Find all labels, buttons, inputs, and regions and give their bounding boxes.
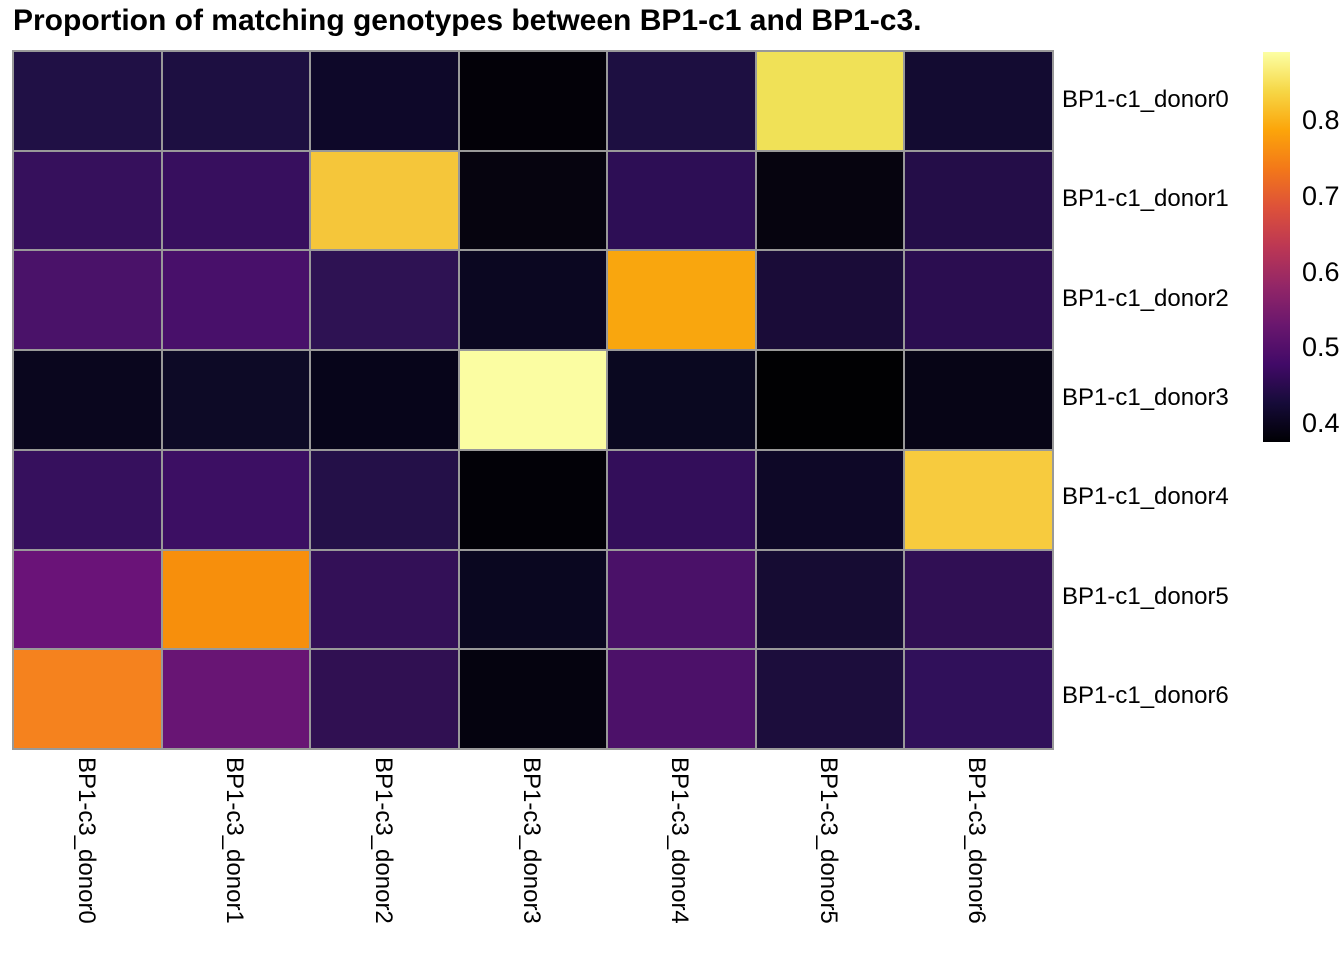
- row-axis-label: BP1-c1_donor4: [1062, 483, 1229, 511]
- heatmap-cell: [162, 351, 310, 449]
- heatmap-cell: [459, 52, 607, 150]
- heatmap-cell: [459, 151, 607, 250]
- heatmap-cell: [14, 151, 161, 250]
- colorbar-tick-label: 0.7: [1302, 180, 1340, 211]
- heatmap-cell: [311, 251, 458, 350]
- heatmap-cell: [905, 450, 1052, 549]
- heatmap-cell: [459, 450, 607, 549]
- heatmap-cell: [459, 650, 607, 748]
- col-axis-label: BP1-c3_donor3: [518, 757, 545, 924]
- heatmap-cell: [311, 52, 458, 150]
- heatmap-cell: [459, 550, 607, 649]
- colorbar-tick-label: 0.5: [1302, 332, 1340, 363]
- colorbar-tick-label: 0.8: [1302, 105, 1340, 136]
- heatmap-cell: [756, 450, 904, 549]
- heatmap-cell: [459, 351, 607, 449]
- heatmap-cell: [608, 650, 755, 748]
- heatmap-cell: [14, 351, 161, 449]
- heatmap-cell: [905, 52, 1052, 150]
- heatmap-cell: [162, 650, 310, 748]
- heatmap-cell: [311, 550, 458, 649]
- colorbar-tick-label: 0.4: [1302, 408, 1340, 439]
- heatmap-cell: [905, 251, 1052, 350]
- heatmap-cell: [608, 52, 755, 150]
- heatmap-cell: [608, 450, 755, 549]
- col-axis-label: BP1-c3_donor1: [221, 757, 249, 924]
- heatmap-cell: [162, 151, 310, 250]
- col-axis-label: BP1-c3_donor6: [962, 757, 990, 924]
- heatmap-cell: [905, 550, 1052, 649]
- col-axis-label: BP1-c3_donor0: [73, 757, 101, 924]
- row-axis-label: BP1-c1_donor0: [1062, 85, 1229, 113]
- heatmap-cell: [756, 151, 904, 250]
- colorbar-gradient: [1263, 52, 1290, 442]
- heatmap-cell: [162, 450, 310, 549]
- row-axis-label: BP1-c1_donor1: [1062, 185, 1229, 213]
- heatmap-cell: [14, 550, 161, 649]
- heatmap-cell: [14, 52, 161, 150]
- heatmap-cell: [162, 550, 310, 649]
- col-axis-label: BP1-c3_donor4: [666, 757, 694, 924]
- row-axis-label: BP1-c1_donor6: [1062, 682, 1229, 710]
- heatmap-cell: [14, 251, 161, 350]
- heatmap-cell: [608, 251, 755, 350]
- row-axis-label: BP1-c1_donor2: [1062, 284, 1229, 312]
- heatmap-cell: [905, 650, 1052, 748]
- heatmap-cell: [905, 351, 1052, 449]
- heatmap-grid: [12, 50, 1054, 750]
- heatmap-cell: [608, 550, 755, 649]
- heatmap-cell: [14, 450, 161, 549]
- colorbar-tick-label: 0.6: [1302, 256, 1340, 287]
- heatmap-cell: [311, 351, 458, 449]
- heatmap-cell: [756, 351, 904, 449]
- heatmap-cell: [905, 151, 1052, 250]
- chart-title: Proportion of matching genotypes between…: [13, 4, 922, 37]
- col-axis-label: BP1-c3_donor2: [369, 757, 397, 924]
- row-axis-label: BP1-c1_donor3: [1062, 384, 1229, 411]
- heatmap-cell: [311, 151, 458, 250]
- heatmap-cell: [608, 351, 755, 449]
- heatmap-cell: [756, 52, 904, 150]
- heatmap-cell: [756, 251, 904, 350]
- row-axis-label: BP1-c1_donor5: [1062, 582, 1229, 610]
- heatmap-cell: [311, 650, 458, 748]
- heatmap-cell: [162, 251, 310, 350]
- heatmap-cell: [14, 650, 161, 748]
- heatmap-cell: [311, 450, 458, 549]
- heatmap-cell: [756, 550, 904, 649]
- col-axis-label: BP1-c3_donor5: [814, 757, 842, 924]
- heatmap-cell: [459, 251, 607, 350]
- heatmap-cell: [756, 650, 904, 748]
- heatmap-cell: [608, 151, 755, 250]
- heatmap-cell: [162, 52, 310, 150]
